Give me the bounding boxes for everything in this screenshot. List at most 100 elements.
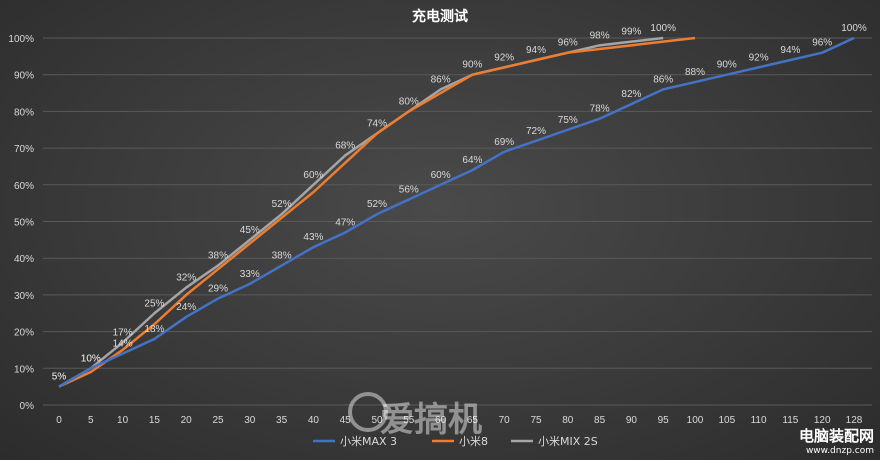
- gridlines: [43, 37, 872, 406]
- legend-label: 小米MIX 2S: [538, 435, 598, 448]
- y-tick-label: 90%: [14, 71, 34, 82]
- x-tick-label: 65: [467, 415, 479, 426]
- data-label: 98%: [590, 30, 610, 41]
- x-tick-label: 35: [276, 415, 288, 426]
- series-line: [58, 36, 696, 388]
- data-label: 43%: [303, 232, 323, 243]
- data-label: 80%: [399, 96, 419, 107]
- data-label: 29%: [208, 284, 228, 295]
- legend: 小米MAX 3 小米8 小米MIX 2S: [313, 435, 598, 448]
- data-label: 5%: [52, 372, 67, 383]
- x-tick-label: 40: [308, 415, 320, 426]
- data-label: 78%: [590, 104, 610, 115]
- data-label: 100%: [841, 23, 867, 34]
- x-tick-label: 0: [56, 415, 62, 426]
- data-label: 17%: [113, 328, 133, 339]
- legend-label: 小米MAX 3: [340, 435, 397, 448]
- data-label: 64%: [462, 155, 482, 166]
- data-label: 86%: [431, 74, 451, 85]
- data-label: 60%: [431, 170, 451, 181]
- data-label: 96%: [558, 38, 578, 49]
- x-tick-label: 115: [782, 415, 798, 426]
- x-tick-label: 90: [626, 415, 638, 426]
- x-tick-label: 105: [718, 415, 735, 426]
- chart-title: 充电测试: [412, 8, 468, 25]
- data-label: 10%: [81, 353, 101, 364]
- data-label: 56%: [399, 184, 419, 195]
- data-label: 94%: [526, 45, 546, 56]
- x-tick-label: 30: [244, 415, 256, 426]
- data-label: 24%: [176, 302, 196, 313]
- y-tick-label: 30%: [14, 291, 34, 302]
- data-label: 90%: [462, 60, 482, 71]
- data-label: 33%: [240, 269, 260, 280]
- data-label: 100%: [650, 23, 676, 34]
- x-tick-label: 95: [658, 415, 670, 426]
- y-tick-label: 100%: [8, 34, 34, 45]
- x-tick-label: 60: [435, 415, 447, 426]
- x-tick-label: 75: [530, 415, 542, 426]
- data-label: 99%: [621, 27, 641, 38]
- x-tick-label: 85: [594, 415, 606, 426]
- watermark-logo-icon: [348, 392, 388, 432]
- data-label: 74%: [367, 118, 387, 129]
- corner-watermark-name: 电脑装配网: [798, 427, 874, 445]
- series-line: [58, 36, 855, 388]
- x-tick-label: 70: [499, 415, 511, 426]
- data-label: 25%: [144, 298, 164, 309]
- data-label: 18%: [144, 324, 164, 335]
- legend-label: 小米8: [459, 435, 488, 448]
- data-label: 5%: [52, 372, 67, 383]
- y-tick-label: 50%: [14, 218, 34, 229]
- x-tick-label: 80: [562, 415, 574, 426]
- y-tick-label: 70%: [14, 144, 34, 155]
- data-label: 96%: [812, 38, 832, 49]
- x-tick-label: 45: [340, 415, 352, 426]
- y-tick-label: 20%: [14, 328, 34, 339]
- data-label: 82%: [621, 89, 641, 100]
- x-tick-label: 55: [403, 415, 415, 426]
- data-label: 92%: [749, 52, 769, 63]
- data-label: 32%: [176, 273, 196, 284]
- x-tick-label: 128: [846, 415, 863, 426]
- data-label: 52%: [272, 199, 292, 210]
- x-tick-label: 15: [149, 415, 161, 426]
- data-label: 90%: [717, 60, 737, 71]
- watermark-text: 爱搞机: [380, 400, 482, 440]
- data-label: 45%: [240, 225, 260, 236]
- data-label: 38%: [208, 251, 228, 262]
- data-label: 47%: [335, 218, 355, 229]
- data-label: 72%: [526, 126, 546, 137]
- data-label: 88%: [685, 67, 705, 78]
- data-label: 69%: [494, 137, 514, 148]
- data-label: 92%: [494, 52, 514, 63]
- corner-watermark-url: www.dnzp.com: [805, 446, 874, 456]
- y-tick-label: 10%: [14, 364, 34, 375]
- data-label: 14%: [113, 339, 133, 350]
- x-tick-label: 100: [687, 415, 704, 426]
- data-label: 52%: [367, 199, 387, 210]
- y-tick-label: 0%: [20, 401, 35, 412]
- data-label: 38%: [272, 251, 292, 262]
- data-label: 10%: [81, 353, 101, 364]
- x-tick-label: 110: [751, 415, 767, 426]
- x-tick-label: 120: [814, 415, 831, 426]
- data-label: 75%: [558, 115, 578, 126]
- data-label: 86%: [653, 74, 673, 85]
- x-tick-label: 5: [88, 415, 94, 426]
- data-label: 68%: [335, 140, 355, 151]
- x-tick-label: 10: [117, 415, 129, 426]
- x-tick-label: 20: [181, 415, 193, 426]
- data-label: 94%: [780, 45, 800, 56]
- y-tick-label: 40%: [14, 254, 34, 265]
- axis-labels: 0% 10% 20% 30% 40% 50% 60% 70% 80% 90% 100% 0 5 10 15 2…: [8, 34, 862, 426]
- data-labels: 5% 10% 14% 18% 24% 29% 33% 38% 43% 47% 52% 56% 60% 64…: [52, 23, 867, 383]
- y-tick-label: 80%: [14, 107, 34, 118]
- series-lines: [58, 36, 855, 388]
- x-tick-label: 25: [212, 415, 224, 426]
- data-label: 60%: [303, 170, 323, 181]
- y-tick-label: 60%: [14, 181, 34, 192]
- corner-watermark: 电脑装配网 www.dnzp.com: [799, 425, 874, 456]
